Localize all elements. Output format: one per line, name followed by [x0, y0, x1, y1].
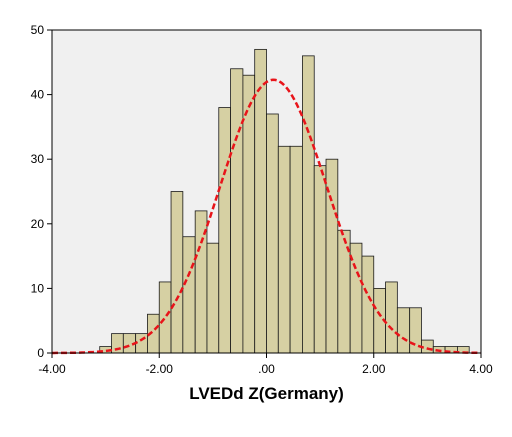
y-tick-label: 30 [31, 152, 45, 166]
x-axis-title: LVEDd Z(Germany) [189, 384, 344, 403]
histogram-bar [385, 281, 398, 354]
histogram-bar [242, 74, 256, 354]
x-tick-label: 4.00 [469, 362, 493, 376]
y-axis: 0 10 20 30 40 50 [31, 23, 52, 360]
histogram-bar [396, 307, 411, 354]
histogram-bar [158, 281, 172, 354]
y-tick-label: 40 [31, 88, 45, 102]
x-tick-label: -4.00 [38, 362, 66, 376]
histogram-bar [302, 55, 315, 354]
x-axis: -4.00 -2.00 .00 2.00 4.00 [38, 353, 493, 376]
histogram-bar [277, 145, 291, 354]
histogram-bar [313, 165, 327, 354]
y-tick-label: 50 [31, 23, 45, 37]
x-tick-label: -2.00 [146, 362, 174, 376]
histogram-bar [182, 236, 196, 354]
y-tick-label: 0 [37, 346, 44, 360]
histogram-bar [218, 107, 231, 354]
histogram-bar [230, 68, 244, 354]
histogram-bars [99, 48, 470, 354]
histogram-bar [206, 242, 220, 354]
histogram-bar [170, 191, 184, 354]
histogram-bar [266, 113, 279, 354]
histogram-bar [289, 145, 303, 354]
x-tick-label: .00 [258, 362, 275, 376]
y-tick-label: 20 [31, 217, 45, 231]
normal-curve-line [51, 78, 482, 355]
x-tick-label: 2.00 [362, 362, 386, 376]
y-tick-label: 10 [31, 281, 45, 295]
